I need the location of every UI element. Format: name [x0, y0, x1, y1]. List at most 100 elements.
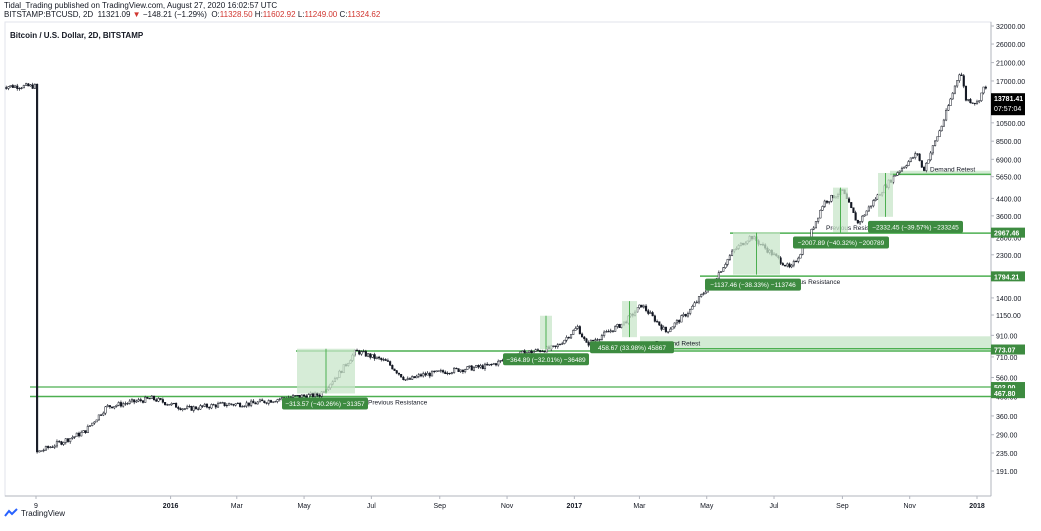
candle-body [825, 200, 829, 203]
candle-body [245, 402, 248, 407]
candle-body [27, 83, 30, 87]
candle-body [243, 405, 246, 407]
y-tick-label: 4400.00 [996, 196, 1021, 203]
candle-body [958, 74, 961, 81]
price-line-tag-label: 1794.21 [994, 274, 1019, 281]
candle-body [424, 373, 427, 376]
candle-body [916, 153, 919, 155]
candle-body [477, 365, 480, 368]
candle-body [788, 263, 791, 268]
candle-body [900, 167, 904, 172]
candle-body [457, 368, 460, 372]
candle-body [95, 419, 98, 423]
candle-body [494, 363, 498, 366]
candle-body [667, 331, 670, 333]
candle-body [894, 175, 897, 177]
candle-body [311, 392, 314, 397]
candle-body [967, 99, 970, 101]
candle-body [208, 406, 211, 409]
change: −148.21 (−1.29%) [142, 10, 207, 19]
candle-body [472, 367, 476, 371]
zone-label: Demand Retest [930, 166, 975, 173]
x-tick-label: Jul [367, 503, 376, 510]
candle-body [859, 221, 862, 224]
x-tick-label: 2018 [969, 503, 985, 510]
candle-body [942, 119, 945, 127]
candle-body [658, 321, 661, 326]
candle-body [371, 354, 374, 358]
demand-zone-band [890, 170, 991, 175]
candle-body [13, 85, 17, 88]
candle-body [80, 432, 83, 437]
candle-body [927, 159, 930, 164]
zone-label: Previous Resistance [781, 279, 841, 286]
candle-body [481, 365, 484, 369]
candle-body [468, 365, 471, 367]
candle-body [155, 399, 158, 402]
candle-body [100, 414, 103, 416]
candle-body [444, 371, 447, 374]
candle-body [521, 350, 524, 353]
candle-body [358, 350, 361, 355]
close-label: C: [339, 10, 348, 19]
candle-body [812, 227, 815, 230]
candle-body [675, 320, 678, 324]
candle-body [541, 350, 544, 353]
candle-body [724, 264, 727, 268]
candle-body [488, 363, 491, 366]
candle-body [587, 342, 590, 346]
candle-body [115, 405, 118, 407]
candle-body [783, 264, 787, 267]
candle-body [141, 400, 145, 403]
candle-body [980, 92, 983, 101]
candle-body [446, 372, 449, 375]
candle-body [168, 404, 171, 406]
candle-body [870, 205, 873, 208]
candle-body [660, 324, 663, 330]
candle-body [239, 402, 242, 407]
candle-body [786, 263, 789, 267]
candle-body [393, 368, 396, 371]
candle-body [534, 349, 537, 352]
candle-body [422, 373, 425, 377]
zone-label: Previous Resistance [368, 400, 428, 407]
candle-body [790, 264, 793, 268]
candle-body [91, 422, 94, 426]
candle-body [20, 87, 23, 89]
current-price-label: 13781.41 [994, 96, 1023, 103]
candle-body [649, 312, 652, 314]
candle-body [395, 370, 398, 374]
candle-body [234, 403, 237, 406]
candle-body [391, 364, 394, 370]
candle-body [978, 100, 981, 103]
candle-body [532, 351, 535, 354]
countdown-label: 07:57:04 [994, 106, 1021, 113]
close-value: 11324.62 [347, 10, 381, 19]
candle-body [528, 350, 531, 353]
candle-body [728, 255, 731, 260]
candle-body [578, 326, 581, 335]
candle-body [31, 84, 34, 89]
candle-body [576, 326, 579, 329]
candle-body [122, 403, 125, 407]
candle-body [439, 370, 442, 372]
candle-body [964, 85, 968, 101]
candle-body [384, 359, 387, 361]
candle-body [490, 363, 493, 366]
measure-label-bg [868, 220, 963, 233]
candle-body [640, 304, 643, 308]
tradingview-logo-icon [4, 508, 18, 517]
y-tick-label: 191.00 [996, 469, 1018, 476]
measure-label-bg [282, 397, 368, 410]
candle-body [161, 399, 164, 403]
candle-body [499, 360, 502, 362]
x-tick-label: Sep [434, 503, 447, 510]
candle-body [938, 130, 941, 138]
candle-body [210, 404, 213, 409]
candle-body [408, 378, 412, 380]
candle-body [598, 339, 601, 341]
candle-body [230, 403, 233, 405]
candle-body [645, 305, 648, 311]
candle-body [433, 370, 436, 373]
